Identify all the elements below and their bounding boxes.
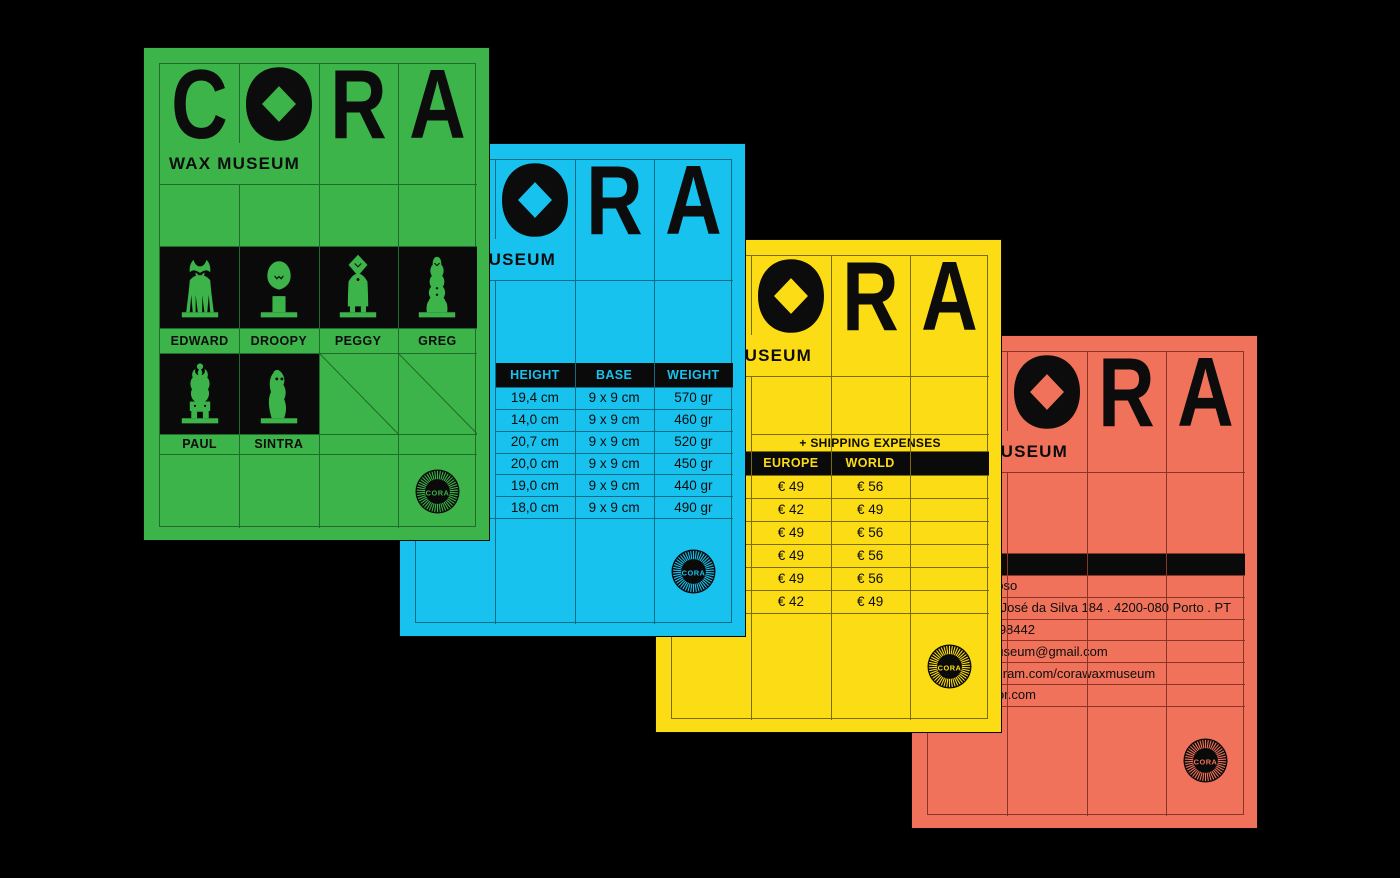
svg-text:CORA: CORA: [681, 568, 705, 577]
svg-text:CORA: CORA: [1193, 758, 1217, 767]
svg-text:CORA: CORA: [425, 488, 449, 497]
svg-text:CORA: CORA: [937, 663, 961, 672]
